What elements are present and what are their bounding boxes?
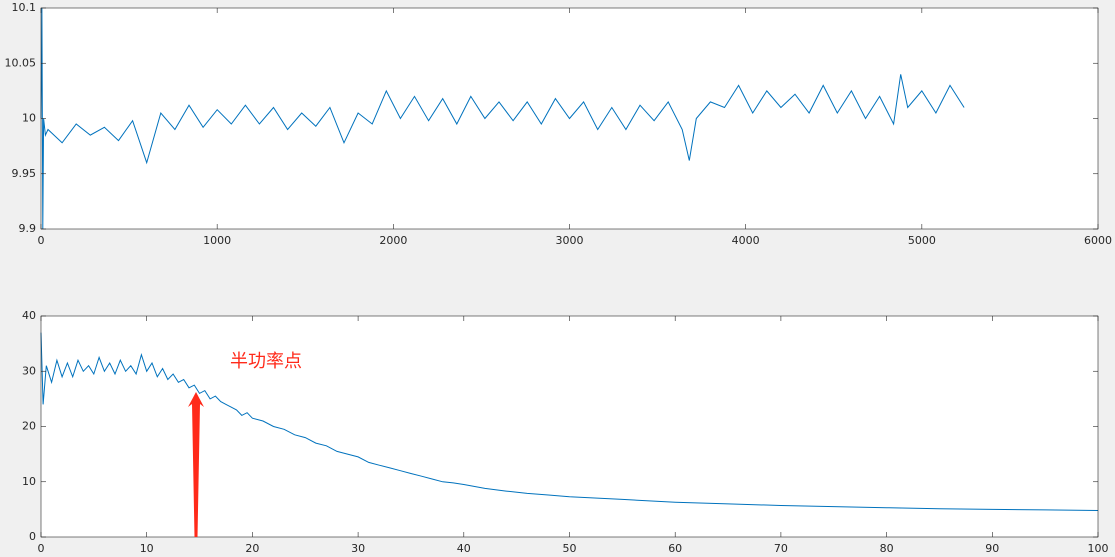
y-tick-label: 10 (22, 112, 36, 125)
y-tick-label: 40 (22, 309, 36, 322)
x-tick-label: 60 (668, 542, 682, 555)
x-tick-label: 30 (351, 542, 365, 555)
x-tick-label: 10 (140, 542, 154, 555)
x-tick-label: 3000 (556, 234, 584, 247)
data-line (40, 7, 965, 230)
y-tick-label: 10.05 (5, 56, 37, 69)
x-tick-label: 100 (1088, 542, 1109, 555)
x-tick-label: 0 (38, 234, 45, 247)
x-tick-label: 80 (880, 542, 894, 555)
y-tick-label: 0 (29, 530, 36, 543)
y-tick-label: 9.9 (19, 222, 37, 235)
x-tick-label: 1000 (203, 234, 231, 247)
x-tick-label: 90 (985, 542, 999, 555)
y-tick-label: 9.95 (12, 167, 37, 180)
x-tick-label: 40 (457, 542, 471, 555)
x-tick-label: 50 (563, 542, 577, 555)
y-tick-label: 30 (22, 364, 36, 377)
x-tick-label: 5000 (908, 234, 936, 247)
x-tick-label: 20 (245, 542, 259, 555)
plot-area (41, 316, 1098, 537)
data-line (40, 332, 1099, 511)
x-tick-label: 0 (38, 542, 45, 555)
y-tick-label: 20 (22, 420, 36, 433)
annotation-arrow (188, 392, 204, 537)
x-tick-label: 2000 (379, 234, 407, 247)
x-tick-label: 6000 (1084, 234, 1112, 247)
annotation: 半功率点 (230, 351, 302, 372)
y-tick-label: 10 (22, 475, 36, 488)
y-tick-label: 10.1 (12, 1, 37, 14)
x-tick-label: 70 (774, 542, 788, 555)
x-tick-label: 4000 (732, 234, 760, 247)
